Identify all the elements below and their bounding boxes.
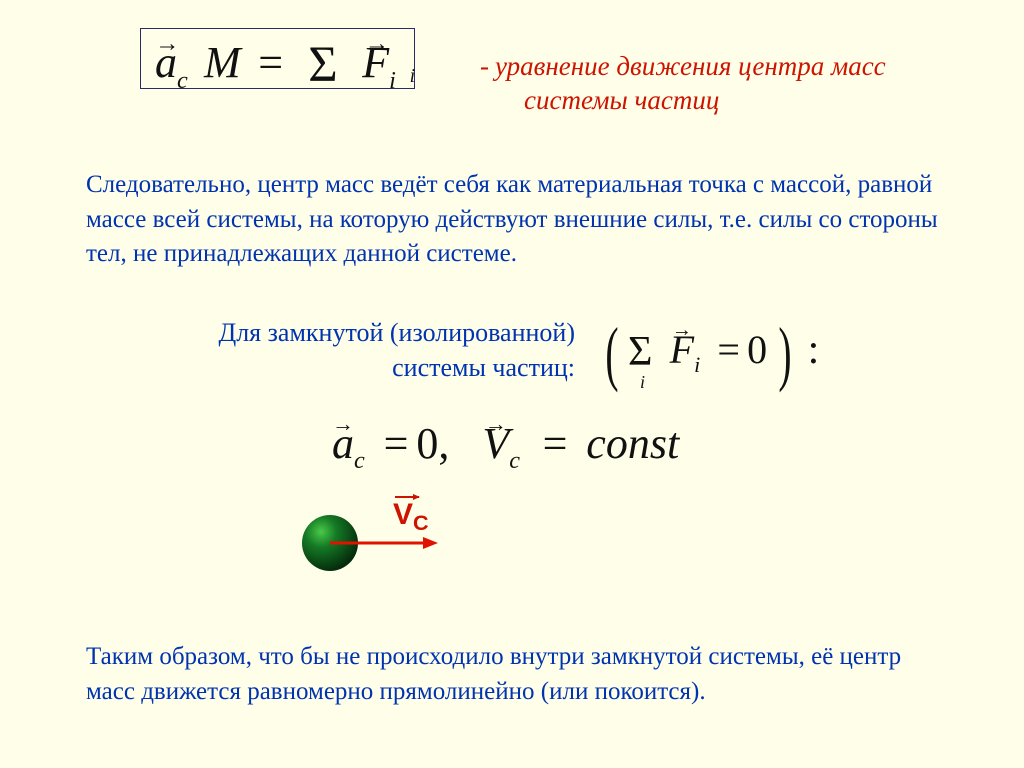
eq-sigma: Σ [308, 36, 337, 92]
caption-line2: системы частиц [480, 84, 886, 118]
eq-sub-c: c [177, 67, 188, 94]
equation-motion-com: →ac M = Σ i →Fi [140, 28, 415, 89]
velocity-label: VC [393, 498, 429, 532]
closed-label-line1: Для замкнутой (изолированной) [218, 318, 575, 347]
velocity-vector-arrowhead [423, 537, 438, 549]
res-zero: 0 [416, 419, 438, 468]
closed-eq-zero: 0 [747, 327, 767, 372]
closed-eq-colon: : [808, 327, 820, 373]
caption-line1: уравнение движения центра масс [495, 51, 886, 81]
equation-closed-system: ( Σ i →Fi =0 ): [600, 298, 819, 381]
closed-system-label: Для замкнутой (изолированной) системы ча… [180, 315, 575, 385]
res-eq1: = [384, 419, 409, 468]
closed-eq-equals: = [717, 327, 740, 372]
equation-caption: -уравнение движения центра масс системы … [480, 50, 886, 118]
closed-eq-sigma-index: i [640, 372, 645, 393]
equation-result: →ac =0, →Vc = const [332, 418, 679, 469]
paragraph-conclusion: Таким образом, что бы не происходило вну… [86, 640, 956, 709]
res-V-sub: c [509, 447, 520, 474]
vc-var: V [393, 498, 413, 531]
closed-label-line2: системы частиц: [180, 350, 575, 385]
diagram-sphere-velocity [300, 508, 460, 583]
eq-sub-i: i [389, 67, 396, 94]
vc-vector-bar-icon [395, 496, 419, 498]
closed-eq-sub-i: i [694, 352, 700, 377]
caption-dash: - [480, 51, 489, 81]
paragraph-explanation: Следовательно, центр масс ведёт себя как… [86, 168, 956, 272]
sphere-svg [300, 508, 460, 578]
res-const: const [586, 419, 679, 468]
eq-sigma-index: i [410, 67, 416, 87]
res-eq2: = [543, 419, 568, 468]
res-comma: , [438, 419, 449, 468]
eq-mass-M: M [204, 38, 241, 87]
eq-equals: = [258, 38, 283, 87]
closed-eq-sigma: Σ [628, 329, 652, 375]
vc-sub: C [413, 510, 429, 535]
res-a-sub: c [354, 447, 365, 474]
